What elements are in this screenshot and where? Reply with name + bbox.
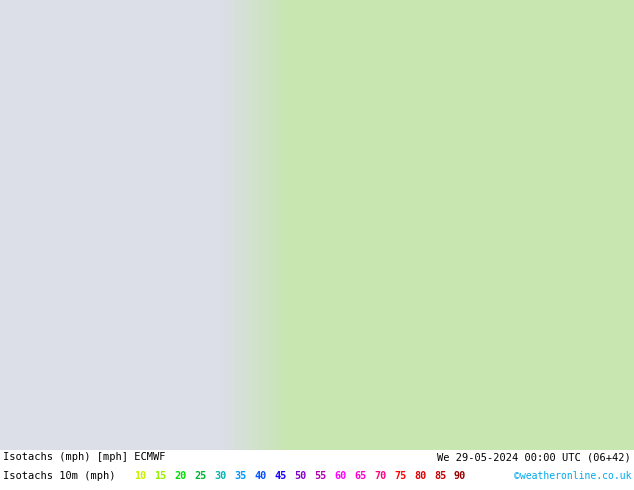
- Text: Isotachs 10m (mph): Isotachs 10m (mph): [3, 471, 115, 481]
- Text: 50: 50: [294, 471, 306, 481]
- Text: 65: 65: [354, 471, 366, 481]
- Text: 35: 35: [234, 471, 246, 481]
- Text: 90: 90: [454, 471, 466, 481]
- Text: 40: 40: [254, 471, 266, 481]
- Text: Isotachs (mph) [mph] ECMWF: Isotachs (mph) [mph] ECMWF: [3, 452, 165, 462]
- Text: 15: 15: [154, 471, 166, 481]
- Text: 25: 25: [194, 471, 206, 481]
- Text: 30: 30: [214, 471, 226, 481]
- Text: 75: 75: [394, 471, 406, 481]
- Text: 60: 60: [334, 471, 346, 481]
- Text: 20: 20: [174, 471, 186, 481]
- Text: ©weatheronline.co.uk: ©weatheronline.co.uk: [514, 471, 631, 481]
- Text: 55: 55: [314, 471, 327, 481]
- Text: 10: 10: [134, 471, 146, 481]
- Text: 45: 45: [274, 471, 286, 481]
- Text: 85: 85: [434, 471, 446, 481]
- Text: 70: 70: [374, 471, 386, 481]
- Text: 80: 80: [414, 471, 426, 481]
- Text: We 29-05-2024 00:00 UTC (06+42): We 29-05-2024 00:00 UTC (06+42): [437, 452, 631, 462]
